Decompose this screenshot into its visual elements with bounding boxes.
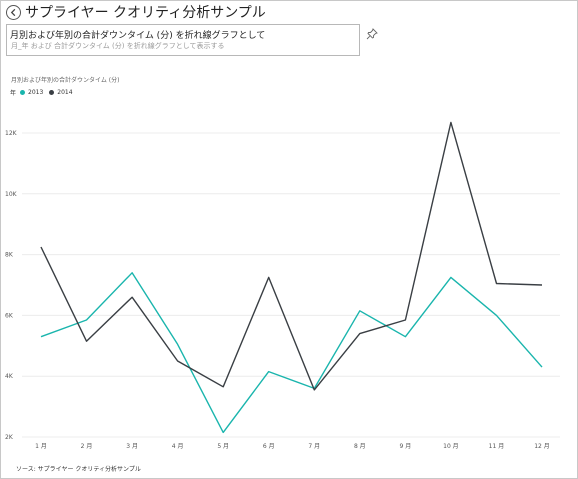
- qa-input-value[interactable]: 月別および年別の合計ダウンタイム (分) を折れ線グラフとして: [10, 31, 266, 41]
- x-tick-label: 4 月: [172, 443, 184, 450]
- x-tick-label: 3 月: [126, 443, 138, 450]
- source-note: ソース: サプライヤー クオリティ分析サンプル: [16, 466, 141, 473]
- x-tick-label: 8 月: [354, 443, 366, 450]
- legend-dot-2013: [20, 90, 26, 95]
- legend-item-2013[interactable]: 2013: [20, 89, 43, 96]
- data-point-2014[interactable]: [39, 245, 44, 250]
- qa-restatement: 月_年 および 合計ダウンタイム (分) を折れ線グラフとして表示する: [11, 42, 225, 50]
- x-tick-label: 11 月: [489, 443, 505, 450]
- data-point-2014[interactable]: [84, 339, 89, 344]
- x-tick-label: 6 月: [263, 443, 275, 450]
- legend-dot-2014: [49, 90, 55, 95]
- chart-title: 月別および年別の合計ダウンタイム (分): [11, 77, 120, 84]
- data-point-2013[interactable]: [357, 308, 362, 313]
- legend-item-2014[interactable]: 2014: [49, 89, 73, 96]
- series-line-2013[interactable]: [40, 272, 543, 434]
- data-point-2013[interactable]: [39, 334, 44, 339]
- data-point-2014[interactable]: [221, 384, 226, 389]
- back-arrow-icon: [10, 8, 16, 17]
- data-point-2014[interactable]: [448, 120, 453, 125]
- x-tick-label: 5 月: [217, 443, 229, 450]
- data-point-2013[interactable]: [540, 365, 545, 370]
- y-tick-label: 8K: [5, 252, 14, 259]
- y-tick-label: 10K: [5, 191, 18, 198]
- data-point-2014[interactable]: [312, 387, 317, 392]
- data-point-2014[interactable]: [130, 295, 135, 300]
- data-point-2013[interactable]: [448, 275, 453, 280]
- data-point-2013[interactable]: [221, 430, 226, 435]
- data-point-2013[interactable]: [403, 334, 408, 339]
- data-point-2013[interactable]: [494, 313, 499, 318]
- x-tick-label: 9 月: [399, 443, 411, 450]
- data-point-2014[interactable]: [494, 281, 499, 286]
- chart-legend: 年 2013 2014: [10, 88, 75, 97]
- qa-input-box[interactable]: 月別および年別の合計ダウンタイム (分) を折れ線グラフとして 月_年 および …: [6, 24, 360, 56]
- legend-label-2014: 2014: [57, 89, 73, 96]
- data-point-2013[interactable]: [266, 369, 271, 374]
- x-tick-label: 1 月: [35, 443, 47, 450]
- x-tick-label: 12 月: [534, 443, 550, 450]
- data-point-2013[interactable]: [175, 342, 180, 347]
- y-tick-label: 12K: [5, 130, 18, 137]
- x-tick-label: 7 月: [308, 443, 320, 450]
- x-tick-label: 10 月: [443, 443, 459, 450]
- y-tick-label: 4K: [5, 373, 14, 380]
- data-point-2013[interactable]: [84, 317, 89, 322]
- data-point-2014[interactable]: [403, 317, 408, 322]
- y-tick-label: 2K: [5, 434, 14, 441]
- data-point-2013[interactable]: [130, 270, 135, 275]
- x-tick-label: 2 月: [81, 443, 93, 450]
- data-point-2014[interactable]: [175, 359, 180, 364]
- data-point-2014[interactable]: [266, 275, 271, 280]
- back-button[interactable]: [6, 5, 21, 20]
- series-line-2014[interactable]: [40, 121, 543, 391]
- legend-label-2013: 2013: [28, 89, 44, 96]
- page-title: サプライヤー クオリティ分析サンプル: [25, 5, 266, 21]
- pin-icon[interactable]: [366, 28, 378, 40]
- data-point-2014[interactable]: [357, 331, 362, 336]
- legend-title: 年: [10, 90, 17, 97]
- data-point-2014[interactable]: [540, 283, 545, 288]
- y-tick-label: 6K: [5, 312, 14, 319]
